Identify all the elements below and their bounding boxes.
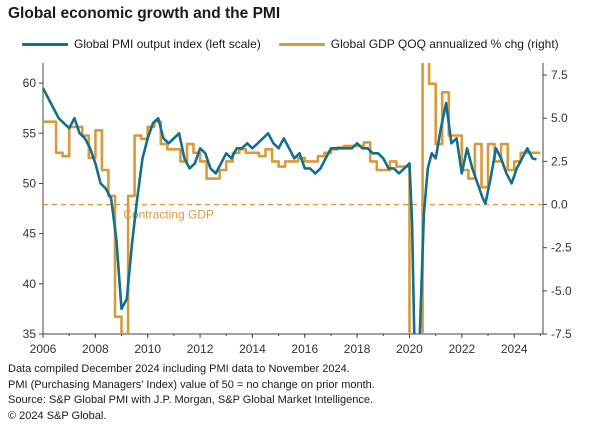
series-line-pmi: [43, 87, 537, 334]
series-line-gdp: [43, 63, 541, 334]
footnotes: Data compiled December 2024 including PM…: [8, 362, 375, 424]
y-left-tick-label: 40: [23, 277, 37, 291]
x-tick-label: 2024: [501, 342, 528, 356]
y-left-tick-label: 55: [23, 126, 37, 140]
legend-swatch-pmi: [22, 42, 68, 46]
y-right-tick-label: -2.5: [551, 241, 572, 255]
y-right-tick-label: 7.5: [551, 68, 568, 82]
y-right-tick-label: 2.5: [551, 154, 568, 168]
y-right-tick-label: -7.5: [551, 327, 572, 341]
y-left-tick-label: 60: [23, 76, 37, 90]
x-tick-label: 2016: [291, 342, 318, 356]
footnote-line: PMI (Purchasing Managers' Index) value o…: [8, 378, 375, 391]
legend-item-pmi: Global PMI output index (left scale): [22, 37, 261, 51]
y-right-tick-label: -5.0: [551, 284, 572, 298]
legend: Global PMI output index (left scale) Glo…: [22, 36, 577, 52]
legend-item-gdp: Global GDP QOQ annualized % chg (right): [278, 37, 559, 51]
reference-line-label: Contracting GDP: [123, 208, 214, 222]
x-tick-label: 2022: [448, 342, 475, 356]
x-tick-label: 2010: [134, 342, 161, 356]
x-tick-label: 2012: [187, 342, 214, 356]
x-tick-label: 2006: [30, 342, 57, 356]
y-left-tick-label: 35: [23, 327, 37, 341]
x-tick-label: 2018: [344, 342, 371, 356]
x-tick-label: 2014: [239, 342, 266, 356]
legend-label-pmi: Global PMI output index (left scale): [74, 37, 261, 51]
footnote-line: Source: S&P Global PMI with J.P. Morgan,…: [8, 394, 374, 406]
chart-title: Global economic growth and the PMI: [8, 5, 281, 22]
y-left-tick-label: 45: [23, 227, 37, 241]
x-tick-label: 2008: [82, 342, 109, 356]
legend-label-gdp: Global GDP QOQ annualized % chg (right): [330, 37, 559, 51]
legend-swatch-gdp: [278, 42, 325, 46]
x-tick-label: 2020: [396, 342, 423, 356]
y-right-tick-label: 5.0: [551, 111, 568, 125]
footnote-line: © 2024 S&P Global.: [8, 409, 107, 422]
y-right-tick-label: 0.0: [551, 198, 568, 212]
footnote-line: Data compiled December 2024 including PM…: [8, 363, 350, 375]
y-left-tick-label: 50: [23, 176, 37, 190]
